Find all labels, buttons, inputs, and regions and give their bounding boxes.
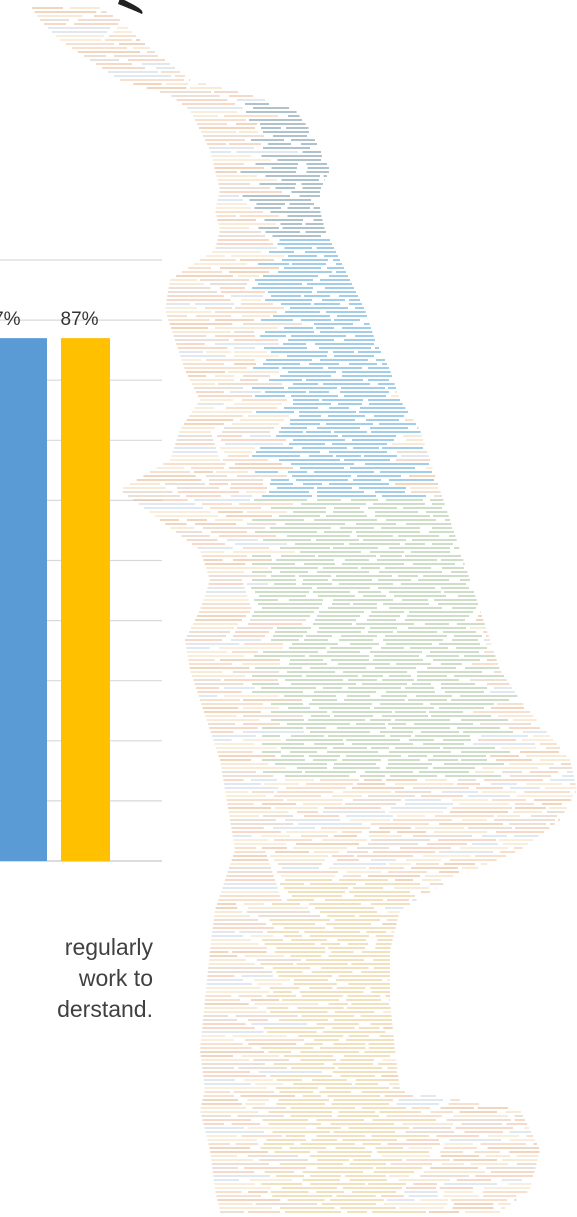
caption-line-3: derstand. (57, 996, 153, 1022)
bar-2 (61, 338, 110, 861)
caption-line-2: work to (78, 965, 153, 991)
caption-line-1: regularly (64, 934, 153, 960)
data-label-2: 87% (60, 309, 99, 331)
data-label-1: 87% (0, 309, 21, 331)
hand-outline-icon (118, 0, 143, 14)
bar-1 (0, 338, 47, 861)
